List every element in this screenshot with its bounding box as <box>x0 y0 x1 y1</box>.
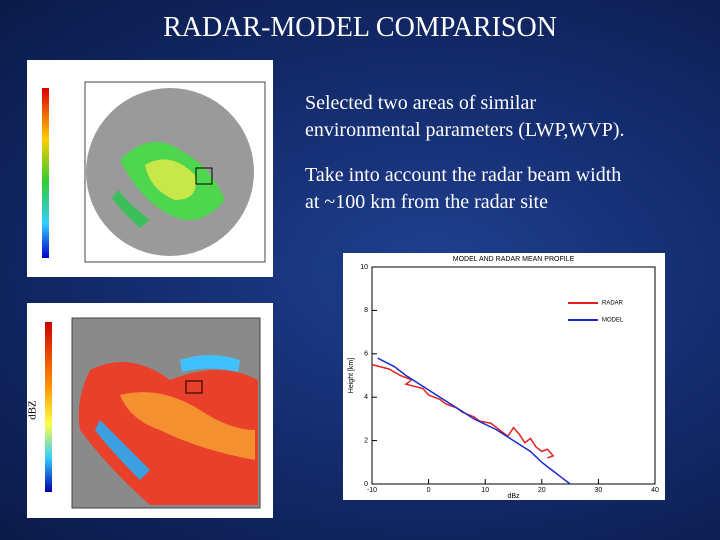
x-tick-label: 40 <box>651 487 659 494</box>
y-tick-label: 10 <box>360 264 368 271</box>
y-tick-label: 8 <box>364 307 368 314</box>
bullet-line: at ~100 km from the radar site <box>305 191 548 213</box>
legend-label: MODEL <box>602 318 624 324</box>
x-tick-label: -10 <box>367 487 377 494</box>
colorbar-label: dBZ <box>27 400 39 420</box>
series-line <box>371 363 555 459</box>
slide-title: RADAR-MODEL COMPARISON <box>163 12 557 43</box>
y-tick-label: 4 <box>364 394 368 401</box>
profile-chart: MODEL AND RADAR MEAN PROFILE dBz Height [k… <box>343 253 665 500</box>
bullet-line: Take into account the radar beam width <box>305 164 622 186</box>
y-tick-label: 2 <box>364 437 368 444</box>
bullet-line: environmental parameters (LWP,WVP). <box>305 119 625 141</box>
x-tick-label: 20 <box>538 487 546 494</box>
bullet: Selected two areas of similar environmen… <box>305 90 625 144</box>
series-line <box>377 357 571 485</box>
y-tick-label: 0 <box>364 481 368 488</box>
radar-image <box>27 60 273 277</box>
y-tick-label: 6 <box>364 351 368 358</box>
legend-label: RADAR <box>602 301 624 307</box>
x-tick-label: 30 <box>595 487 603 494</box>
x-tick-label: 10 <box>481 487 489 494</box>
x-axis-label: dBz <box>507 493 520 500</box>
x-tick-label: 0 <box>427 487 431 494</box>
bullet: Take into account the radar beam width a… <box>305 162 621 216</box>
chart-title: MODEL AND RADAR MEAN PROFILE <box>453 256 575 263</box>
y-axis-label: Height [km] <box>348 358 355 393</box>
model-image: dBZ <box>27 303 273 518</box>
plot-frame <box>371 266 656 485</box>
bullet-line: Selected two areas of similar <box>305 92 537 114</box>
